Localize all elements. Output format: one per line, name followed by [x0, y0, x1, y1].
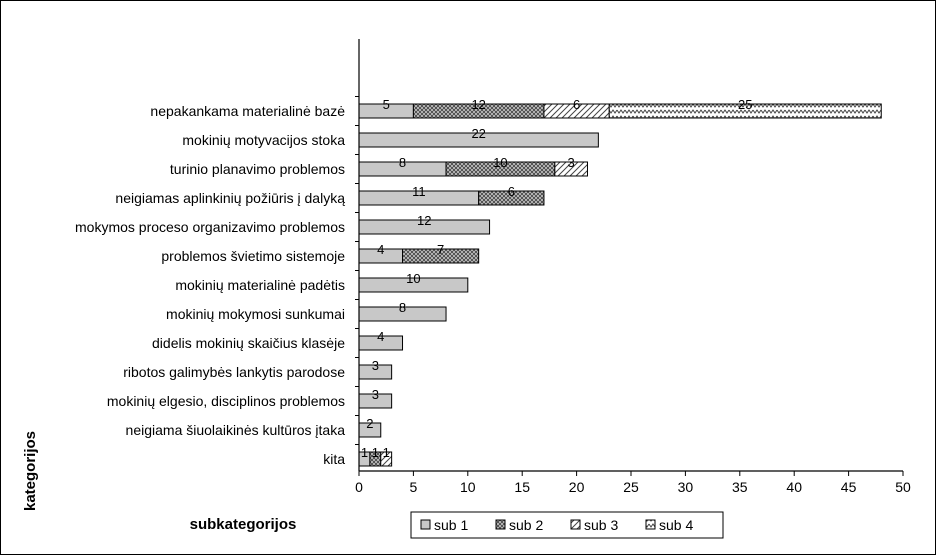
category-label: problemos švietimo sistemoje — [161, 248, 345, 264]
x-tick-label: 5 — [410, 479, 418, 495]
category-label: nepakankama materialinė bazė — [150, 103, 345, 119]
x-tick-label: 35 — [732, 479, 748, 495]
data-label: 8 — [399, 155, 406, 170]
x-axis: 0 5 10 15 20 25 30 35 40 45 50 — [355, 39, 911, 495]
x-tick-label: 15 — [514, 479, 530, 495]
legend-box — [410, 511, 724, 539]
data-label: 12 — [417, 213, 431, 228]
data-label: 25 — [738, 97, 752, 112]
data-label: 10 — [406, 271, 420, 286]
data-label: 5 — [383, 97, 390, 112]
data-label: 3 — [372, 358, 379, 373]
data-label: 11 — [412, 184, 426, 199]
category-label: mokymos proceso organizavimo problemos — [75, 219, 345, 235]
bar-segment-sub-3 — [380, 451, 393, 467]
data-label: 4 — [377, 329, 384, 344]
x-tick-label: 10 — [460, 479, 476, 495]
bar-segment-sub-3 — [554, 161, 588, 177]
data-label: 2 — [366, 416, 373, 431]
category-label: mokinių materialinė padėtis — [175, 277, 345, 293]
data-label: 3 — [372, 387, 379, 402]
x-tick-label: 45 — [841, 479, 857, 495]
data-label: 3 — [568, 155, 575, 170]
x-tick-label: 30 — [678, 479, 694, 495]
category-labels: nepakankama materialinė bazė mokinių moty… — [75, 103, 345, 467]
category-label: turinio planavimo problemos — [170, 161, 345, 177]
category-label: neigiama šiuolaikinės kultūros įtaka — [126, 422, 346, 438]
x-tick-label: 0 — [355, 479, 363, 495]
category-label: didelis mokinių skaičius klasėje — [152, 335, 345, 351]
bar-segment-sub-2 — [478, 190, 545, 206]
x-tick-label: 50 — [895, 479, 911, 495]
category-label: neigiamas aplinkinių požiūris į dalyką — [115, 190, 345, 206]
data-label: 7 — [437, 242, 444, 257]
legend-label: sub 1 — [434, 517, 468, 533]
legend-swatch — [495, 519, 506, 530]
legend-swatch — [420, 519, 431, 530]
legend-swatch — [645, 519, 656, 530]
x-tick-label: 25 — [623, 479, 639, 495]
data-label: 12 — [471, 97, 485, 112]
category-label: mokinių motyvacijos stoka — [182, 132, 345, 148]
data-label: 22 — [471, 126, 485, 141]
y-axis-title: kategorijos — [22, 431, 39, 511]
data-label: 1 — [383, 445, 390, 460]
category-label: mokinių mokymosi sunkumai — [166, 306, 345, 322]
legend-label: sub 4 — [659, 517, 693, 533]
x-tick-label: 20 — [569, 479, 585, 495]
legend-label: sub 2 — [509, 517, 543, 533]
data-label: 10 — [493, 155, 507, 170]
bar-segment-sub-4 — [608, 103, 882, 119]
data-label: 6 — [573, 97, 580, 112]
data-label: 8 — [399, 300, 406, 315]
category-label: kita — [323, 451, 345, 467]
data-label: 1 — [372, 445, 379, 460]
legend-label: sub 3 — [584, 517, 618, 533]
data-label: 6 — [508, 184, 515, 199]
x-tick-label: 40 — [786, 479, 802, 495]
data-label: 1 — [361, 445, 368, 460]
category-label: ribotos galimybės lankytis parodose — [123, 364, 345, 380]
bar-segment-sub-2 — [402, 248, 480, 264]
x-axis-title: subkategorijos — [190, 516, 297, 533]
legend: sub 1 sub 2 sub 3 sub 4 — [410, 511, 724, 539]
category-label: mokinių elgesio, disciplinos problemos — [107, 393, 345, 409]
legend-swatch — [570, 519, 581, 530]
data-label: 4 — [377, 242, 384, 257]
